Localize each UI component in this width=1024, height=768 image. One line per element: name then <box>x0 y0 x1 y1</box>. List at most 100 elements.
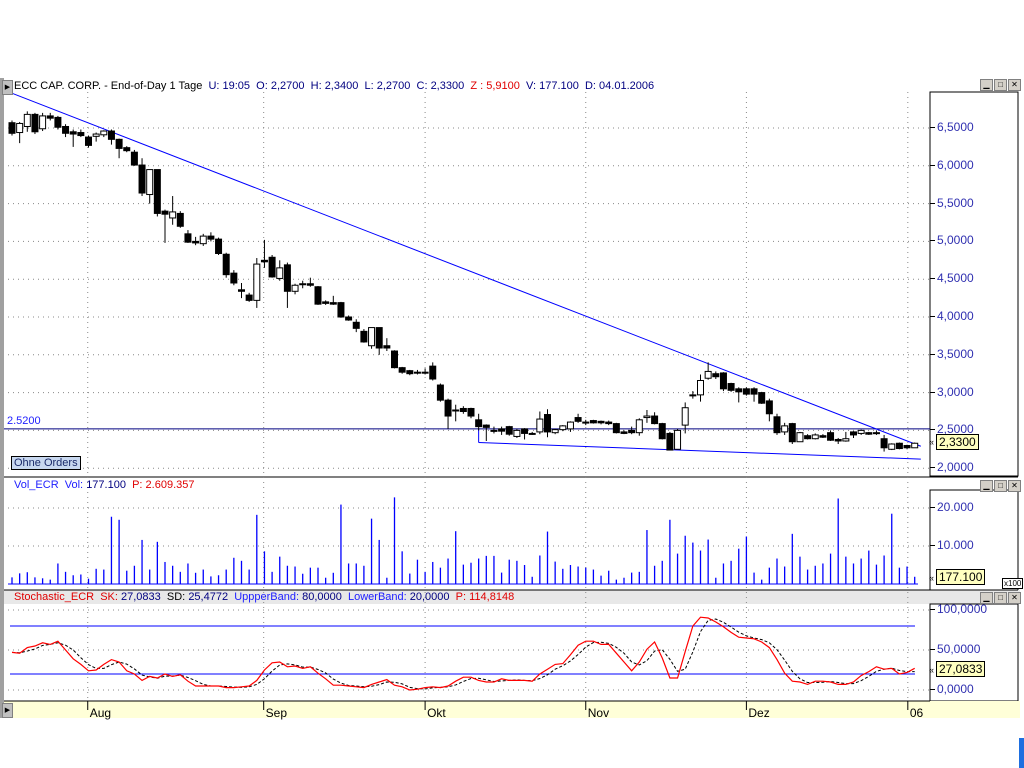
last-volume-tag: 177.100 <box>936 569 986 585</box>
candle-down <box>895 442 903 450</box>
candle-down <box>865 432 873 435</box>
candle-down <box>903 445 911 449</box>
candle-up <box>199 235 207 245</box>
candle-down <box>176 212 184 227</box>
candle-down <box>222 253 230 276</box>
candle-up <box>559 425 567 431</box>
candle-down <box>521 428 529 434</box>
last-stoch-tag: 27,0833 <box>936 661 986 677</box>
candle-down <box>406 370 414 375</box>
upper-band-value: 80,0000 <box>302 591 342 603</box>
candle-up <box>704 370 712 379</box>
candle-down <box>345 316 353 321</box>
time-axis-scroll-button[interactable]: ▶ <box>2 703 13 718</box>
candle-down <box>260 259 268 263</box>
candle-up <box>566 421 574 430</box>
candle-down <box>138 164 146 194</box>
price-window-controls: ▁ □ ✕ <box>980 79 1021 91</box>
sk-value: 27,0833 <box>121 591 161 603</box>
volume-tag-arrow-icon: « <box>929 573 935 583</box>
candle-down <box>735 388 743 393</box>
candle-down <box>429 365 437 380</box>
candle-up <box>169 211 177 219</box>
stochastic-header: Stochastic_ECR SK: 27,0833 SD: 25,4772 U… <box>14 591 514 603</box>
candle-up <box>253 263 261 301</box>
candle-up <box>842 438 850 442</box>
price-axis-tick: 4,5000 <box>930 271 974 286</box>
candle-down <box>727 383 735 391</box>
stochastic-window-controls: ▁ □ ✕ <box>980 592 1021 604</box>
candle-up <box>39 115 47 130</box>
candle-down <box>238 289 245 292</box>
candle-up <box>291 284 299 292</box>
stoch-axis-tick: 50,0000 <box>929 642 981 656</box>
candle-down <box>192 240 200 244</box>
candle-up <box>100 130 108 136</box>
month-label: Dez <box>748 706 770 720</box>
candle-up <box>536 418 544 433</box>
candle-down <box>107 130 115 140</box>
month-label: Sep <box>265 706 288 720</box>
grid-lines <box>8 92 930 710</box>
candle-down <box>666 432 674 451</box>
sd-label: SD: <box>166 591 186 603</box>
candle-down <box>31 113 39 133</box>
low-value: 2,2700 <box>376 80 411 92</box>
close-icon[interactable]: ✕ <box>1008 592 1021 604</box>
maximize-icon[interactable]: □ <box>994 592 1007 604</box>
z-value: 5,9100 <box>486 80 520 92</box>
price-axis-box <box>929 91 1019 477</box>
candle-up <box>643 415 651 419</box>
candle-down <box>398 367 406 373</box>
minimize-icon[interactable]: ▁ <box>980 480 993 492</box>
candle-up <box>697 380 704 396</box>
price-axis-tick: 4,0000 <box>930 309 974 323</box>
candle-up <box>551 429 559 434</box>
candle-down <box>628 429 636 434</box>
candle-up <box>368 327 376 347</box>
maximize-icon[interactable]: □ <box>994 480 1007 492</box>
volume-axis-tick: 20.000 <box>930 500 974 514</box>
stoch-axis-box <box>929 603 1019 702</box>
candle-up <box>888 443 896 450</box>
volume-value: 177.100 <box>539 80 579 92</box>
candle-up <box>674 429 682 450</box>
price-plot <box>4 91 930 460</box>
candle-down <box>544 414 551 433</box>
candle-down <box>834 438 842 442</box>
price-axis-tick: 2,5000 <box>930 422 974 437</box>
month-label: Nov <box>587 706 610 720</box>
candle-down <box>612 423 620 434</box>
p-value: 2.609.357 <box>145 479 195 491</box>
ohne-orders-button[interactable]: Ohne Orders <box>11 456 81 470</box>
candle-down <box>322 301 330 304</box>
p-label: P: <box>132 479 143 491</box>
candle-down <box>299 283 307 286</box>
volume-window-controls: ▁ □ ✕ <box>980 480 1021 492</box>
minimize-icon[interactable]: ▁ <box>980 592 993 604</box>
sd-value: 25,4772 <box>188 591 229 603</box>
pane-expand-button[interactable]: ▶ <box>2 80 13 95</box>
h-label: H: <box>310 80 322 92</box>
candle-up <box>146 169 154 196</box>
candle-down <box>130 151 138 166</box>
maximize-icon[interactable]: □ <box>994 79 1007 91</box>
month-label: Okt <box>427 706 446 720</box>
candle-down <box>765 400 773 415</box>
candle-down <box>742 388 750 395</box>
candle-down <box>719 372 727 390</box>
candle-down <box>360 330 368 343</box>
u-value: 19:05 <box>222 80 251 92</box>
minimize-icon[interactable]: ▁ <box>980 79 993 91</box>
candle-down <box>804 435 812 440</box>
volume-axis-tick: 10.000 <box>930 538 974 552</box>
close-icon[interactable]: ✕ <box>1008 79 1021 91</box>
u-label: U: <box>208 80 220 92</box>
candle-down <box>413 371 421 374</box>
time-axis-bar <box>4 701 1020 718</box>
c-label: C: <box>416 80 428 92</box>
close-icon[interactable]: ✕ <box>1008 480 1021 492</box>
candle-up <box>911 442 919 449</box>
candle-down <box>375 327 383 349</box>
